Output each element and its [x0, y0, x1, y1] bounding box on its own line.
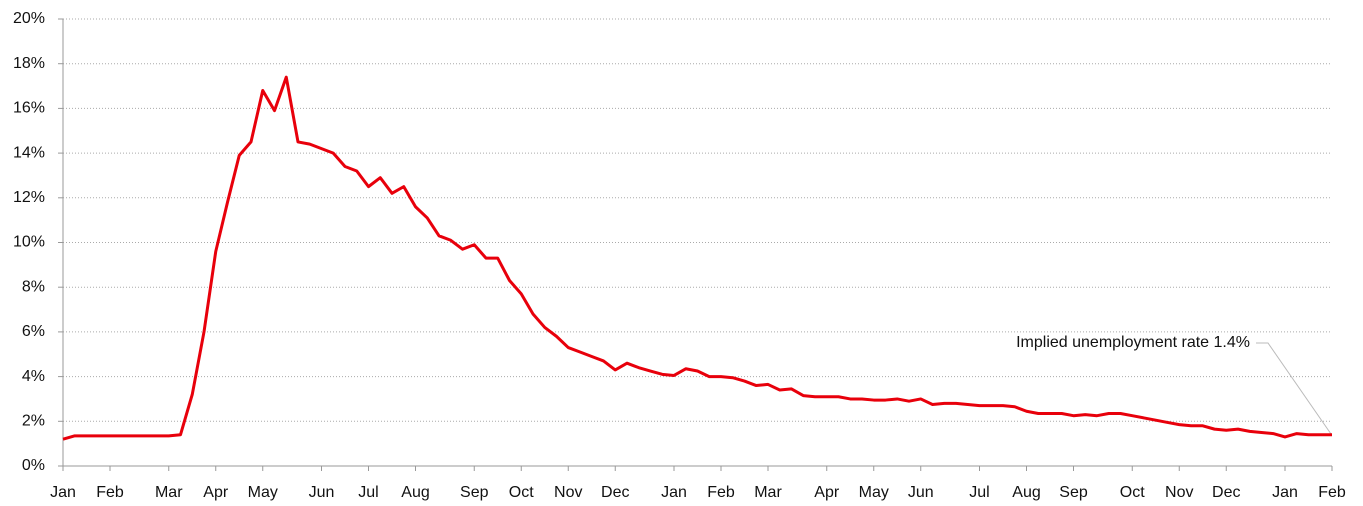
y-tick-label: 8% — [22, 278, 45, 295]
x-tick-label: Apr — [203, 484, 229, 501]
y-tick-label: 4% — [22, 368, 45, 385]
x-tick-label: Jun — [309, 484, 335, 501]
x-tick-label: Jul — [969, 484, 989, 501]
y-tick-label: 16% — [13, 100, 45, 117]
y-tick-label: 14% — [13, 144, 45, 161]
y-tick-label: 12% — [13, 189, 45, 206]
x-tick-label: Jan — [50, 484, 76, 501]
annotation: Implied unemployment rate 1.4% — [1016, 334, 1250, 351]
y-tick-label: 6% — [22, 323, 45, 340]
x-tick-label: Jan — [661, 484, 687, 501]
x-tick-label: May — [248, 484, 278, 501]
x-tick-label: Feb — [1318, 484, 1346, 501]
x-tick-label: Sep — [1059, 484, 1088, 501]
x-tick-label: Jun — [908, 484, 934, 501]
x-tick-label: Jan — [1272, 484, 1298, 501]
leader-line — [1256, 342, 1332, 435]
x-tick-label: Feb — [96, 484, 124, 501]
x-tick-label: Mar — [155, 484, 183, 501]
x-tick-label: Dec — [1212, 484, 1240, 501]
y-tick-label: 10% — [13, 234, 45, 251]
x-tick-label: Oct — [509, 484, 534, 501]
x-tick-label: Nov — [1165, 484, 1193, 501]
x-tick-label: Jul — [358, 484, 378, 501]
x-tick-label: May — [859, 484, 889, 501]
x-tick-label: Sep — [460, 484, 489, 501]
y-tick-label: 0% — [22, 457, 45, 474]
x-tick-label: Apr — [814, 484, 840, 501]
x-tick-label: Aug — [1012, 484, 1040, 501]
x-tick-label: Aug — [401, 484, 429, 501]
x-tick-label: Nov — [554, 484, 582, 501]
x-tick-label: Mar — [754, 484, 782, 501]
x-tick-label: Oct — [1120, 484, 1145, 501]
data-line — [62, 75, 1332, 441]
x-tick-label: Dec — [601, 484, 629, 501]
y-tick-label: 18% — [13, 55, 45, 72]
y-tick-label: 20% — [13, 10, 45, 27]
x-tick-label: Feb — [707, 484, 735, 501]
y-tick-label: 2% — [22, 413, 45, 430]
